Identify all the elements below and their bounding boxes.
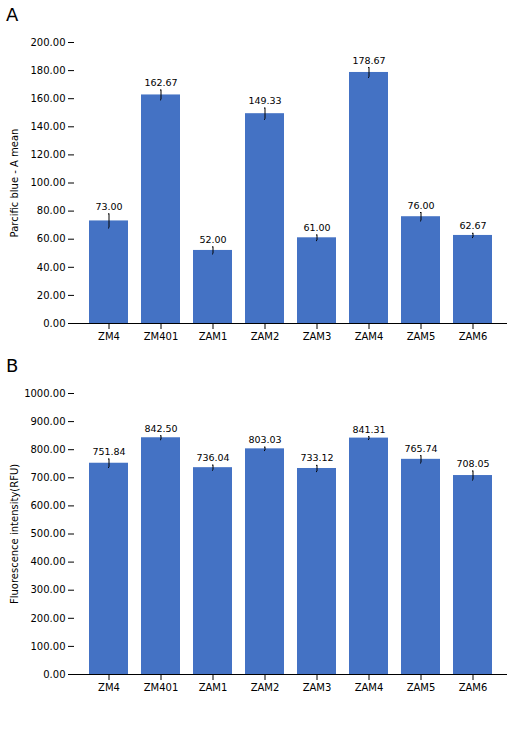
svg-text:841.31: 841.31 — [352, 424, 385, 435]
svg-text:ZAM4: ZAM4 — [355, 682, 384, 693]
svg-text:ZM401: ZM401 — [144, 682, 179, 693]
svg-text:61.00: 61.00 — [303, 222, 330, 233]
svg-text:803.03: 803.03 — [248, 434, 281, 445]
svg-text:200.00: 200.00 — [31, 613, 66, 624]
svg-text:ZAM2: ZAM2 — [251, 682, 280, 693]
svg-text:20.00: 20.00 — [37, 290, 66, 301]
svg-text:ZAM5: ZAM5 — [407, 331, 436, 342]
svg-text:708.05: 708.05 — [456, 458, 489, 469]
svg-text:100.00: 100.00 — [31, 641, 66, 652]
svg-text:ZAM1: ZAM1 — [199, 682, 228, 693]
svg-text:100.00: 100.00 — [31, 177, 66, 188]
svg-text:62.67: 62.67 — [459, 220, 486, 231]
svg-text:ZAM3: ZAM3 — [303, 331, 332, 342]
svg-text:ZAM1: ZAM1 — [199, 331, 228, 342]
svg-text:1000.00: 1000.00 — [24, 388, 65, 399]
svg-text:Parcific blue - A mean: Parcific blue - A mean — [9, 129, 20, 238]
svg-text:Fluorescence intensity(RFU): Fluorescence intensity(RFU) — [9, 464, 20, 604]
svg-text:40.00: 40.00 — [37, 262, 66, 273]
svg-text:500.00: 500.00 — [31, 528, 66, 539]
svg-text:60.00: 60.00 — [37, 233, 66, 244]
svg-text:733.12: 733.12 — [300, 452, 333, 463]
svg-text:ZAM3: ZAM3 — [303, 682, 332, 693]
svg-text:120.00: 120.00 — [31, 149, 66, 160]
svg-text:400.00: 400.00 — [31, 556, 66, 567]
svg-text:700.00: 700.00 — [31, 472, 66, 483]
svg-text:180.00: 180.00 — [31, 65, 66, 76]
svg-text:200.00: 200.00 — [31, 37, 66, 48]
svg-text:162.67: 162.67 — [144, 77, 177, 88]
svg-text:80.00: 80.00 — [37, 205, 66, 216]
svg-text:73.00: 73.00 — [95, 201, 122, 212]
svg-text:0.00: 0.00 — [43, 669, 65, 680]
svg-text:ZAM2: ZAM2 — [251, 331, 280, 342]
svg-text:ZAM6: ZAM6 — [459, 682, 488, 693]
svg-text:160.00: 160.00 — [31, 93, 66, 104]
svg-text:ZM401: ZM401 — [144, 331, 179, 342]
svg-text:ZAM6: ZAM6 — [459, 331, 488, 342]
svg-text:751.84: 751.84 — [92, 446, 125, 457]
svg-text:ZAM5: ZAM5 — [407, 682, 436, 693]
svg-text:800.00: 800.00 — [31, 444, 66, 455]
svg-text:765.74: 765.74 — [404, 443, 437, 454]
svg-text:76.00: 76.00 — [407, 200, 434, 211]
svg-text:300.00: 300.00 — [31, 584, 66, 595]
svg-text:ZM4: ZM4 — [98, 682, 120, 693]
svg-text:900.00: 900.00 — [31, 416, 66, 427]
svg-text:178.67: 178.67 — [352, 55, 385, 66]
svg-text:600.00: 600.00 — [31, 500, 66, 511]
svg-text:52.00: 52.00 — [199, 234, 226, 245]
html-text:B: B — [6, 355, 19, 376]
svg-text:140.00: 140.00 — [31, 121, 66, 132]
svg-text:149.33: 149.33 — [248, 95, 281, 106]
svg-text:736.04: 736.04 — [196, 452, 229, 463]
svg-text:ZAM4: ZAM4 — [355, 331, 384, 342]
svg-text:842.50: 842.50 — [144, 423, 177, 434]
svg-text:0.00: 0.00 — [43, 318, 65, 329]
svg-text:ZM4: ZM4 — [98, 331, 120, 342]
html-text:A: A — [6, 4, 19, 25]
